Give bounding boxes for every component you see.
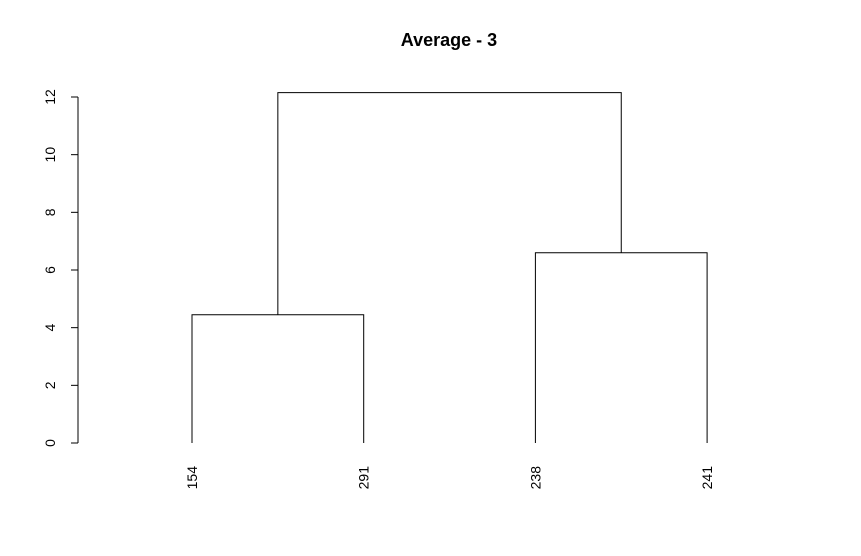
dendrogram-branch-2: [534, 252, 708, 443]
y-axis: 0 2 4 6 8 10 12: [42, 89, 79, 447]
leaf-label: 238: [527, 466, 543, 490]
dendrogram-branches: [191, 92, 708, 443]
y-tick-label: 12: [42, 89, 58, 105]
leaf-labels: 154 291 238 241: [184, 466, 715, 490]
dendrogram-branch-1: [191, 314, 365, 443]
y-tick-label: 0: [42, 439, 58, 447]
y-tick-label: 4: [42, 324, 58, 332]
y-tick-label: 10: [42, 147, 58, 163]
y-tick-label: 6: [42, 266, 58, 274]
dendrogram-branch-3: [277, 92, 622, 315]
leaf-label: 241: [699, 466, 715, 490]
y-tick-label: 8: [42, 208, 58, 216]
chart-title: Average - 3: [401, 30, 497, 50]
y-tick-label: 2: [42, 381, 58, 389]
leaf-label: 154: [184, 466, 200, 490]
leaf-label: 291: [356, 466, 372, 490]
